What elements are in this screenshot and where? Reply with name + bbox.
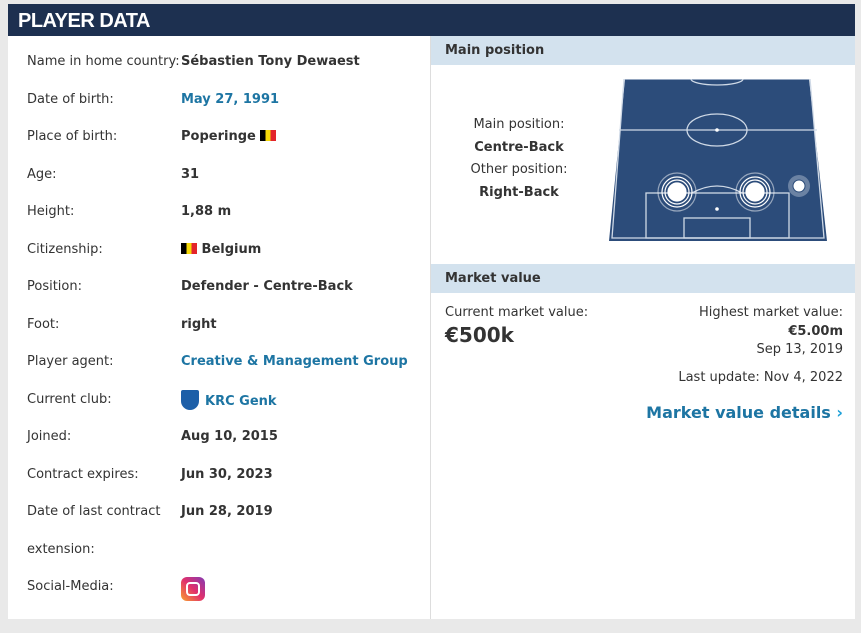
last-update: Last update: Nov 4, 2022	[678, 370, 843, 385]
row-value: Defender - Centre-Back	[181, 279, 353, 294]
row-label: Player agent:	[27, 354, 114, 369]
row-value: 1,88 m	[181, 204, 232, 219]
row-label: extension:	[27, 541, 95, 557]
player-info-list: Name in home country: Sébastien Tony Dewa…	[8, 36, 431, 619]
position-marker-main	[657, 172, 697, 212]
market-value-header: Market value	[431, 264, 855, 293]
row-value-wrap: May 27, 1991	[181, 90, 279, 110]
row-label: Position:	[27, 279, 82, 294]
row-label: Age:	[27, 166, 57, 182]
row-value: Sébastien Tony Dewaest	[181, 54, 360, 69]
current-value: €500k	[445, 323, 514, 347]
row-label: Date of last contract	[27, 504, 161, 519]
market-value-section: Current market value: €500k Highest mark…	[431, 293, 855, 453]
row-label: Foot:	[27, 316, 60, 332]
row-value: 31	[181, 166, 200, 182]
belgium-flag-icon	[181, 242, 197, 254]
row-label: Joined:	[27, 429, 72, 444]
row-label: Name in home country:	[27, 54, 180, 69]
row-label: Social-Media:	[27, 579, 114, 594]
other-position-label: Other position:	[470, 162, 568, 177]
row-label: Contract expires:	[27, 466, 139, 482]
row-label: Place of birth:	[27, 129, 118, 144]
row-value-wrap: Defender - Centre-Back	[181, 277, 353, 297]
highest-value: €5.00m	[788, 324, 843, 339]
belgium-flag-icon	[260, 130, 277, 141]
row-value-wrap: Aug 10, 2015	[181, 427, 278, 447]
row-label: Date of birth:	[27, 91, 114, 107]
row-value[interactable]: KRC Genk	[205, 393, 277, 409]
row-value-wrap: KRC Genk	[181, 389, 277, 412]
details-link-label: Market value details	[646, 403, 831, 422]
instagram-icon[interactable]	[181, 577, 205, 601]
highest-value-date: Sep 13, 2019	[756, 342, 843, 357]
row-value-wrap: Jun 28, 2019	[181, 502, 273, 522]
other-position-value: Right-Back	[479, 185, 559, 200]
row-value: Poperinge	[181, 129, 256, 144]
panel-title: PLAYER DATA	[8, 4, 855, 36]
row-value-wrap: 1,88 m	[181, 202, 231, 222]
row-label: Citizenship:	[27, 241, 103, 257]
row-value-wrap	[181, 577, 205, 601]
main-position-header: Main position	[431, 36, 855, 65]
row-value[interactable]: May 27, 1991	[181, 91, 280, 107]
right-column: Main position Main position: Centre-Back…	[431, 36, 855, 453]
row-label: Current club:	[27, 391, 112, 407]
current-value-label: Current market value:	[445, 305, 589, 320]
row-label: Height:	[27, 204, 75, 219]
row-value-wrap: Poperinge	[181, 127, 277, 147]
club-crest-icon	[181, 389, 199, 410]
player-data-panel: PLAYER DATA Name in home country: Sébasti…	[8, 4, 855, 619]
row-value-wrap: Sébastien Tony Dewaest	[181, 52, 360, 72]
row-value: Aug 10, 2015	[181, 429, 278, 444]
position-section: Main position: Centre-Back Other positio…	[431, 65, 855, 264]
chevron-right-icon: ›	[836, 403, 843, 422]
row-value: Belgium	[201, 241, 262, 257]
row-value[interactable]: Creative & Management Group	[181, 354, 408, 369]
row-value-wrap: Jun 30, 2023	[181, 465, 273, 485]
main-position-value: Centre-Back	[474, 140, 564, 155]
row-value: Jun 28, 2019	[181, 504, 273, 519]
main-position-label: Main position:	[473, 117, 565, 132]
pitch-diagram	[609, 79, 827, 241]
row-value: right	[181, 316, 217, 332]
row-value-wrap: Creative & Management Group	[181, 352, 408, 372]
row-value-wrap: right	[181, 315, 217, 335]
highest-value-label: Highest market value:	[698, 305, 843, 320]
row-value-wrap: Belgium	[181, 240, 261, 260]
row-value: Jun 30, 2023	[181, 466, 273, 482]
row-value-wrap: 31	[181, 165, 199, 185]
market-value-details-link[interactable]: Market value details ›	[646, 403, 843, 422]
